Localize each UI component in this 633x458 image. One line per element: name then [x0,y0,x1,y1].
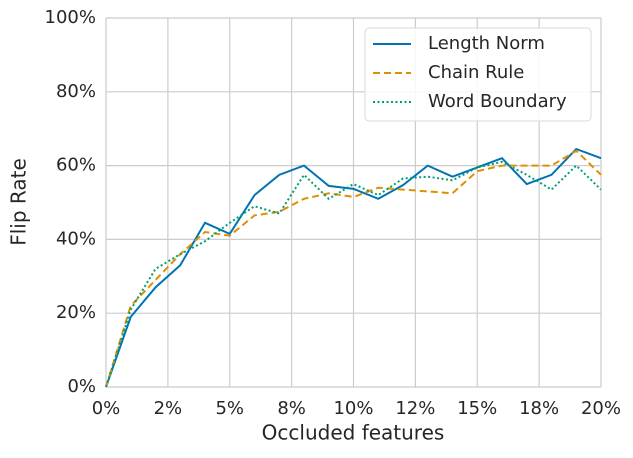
x-axis-label: Occluded features [262,421,445,445]
x-tick-label: 0% [92,398,121,419]
x-tick-label: 12% [395,398,435,419]
x-tick-label: 15% [457,398,497,419]
y-tick-label: 100% [45,7,96,28]
y-axis-label: Flip Rate [7,158,31,246]
x-tick-label: 18% [519,398,559,419]
x-tick-label: 8% [277,398,306,419]
x-tick-label: 10% [333,398,373,419]
y-tick-label: 20% [56,302,96,323]
y-tick-label: 0% [67,376,96,397]
x-tick-label: 5% [215,398,244,419]
legend-label: Chain Rule [428,62,524,83]
legend-label: Length Norm [428,33,545,54]
legend-label: Word Boundary [428,91,567,112]
x-tick-label: 20% [581,398,621,419]
series-line [105,147,602,388]
legend: Length Norm Chain Rule Word Boundary [364,27,592,122]
legend-box [364,27,592,122]
series-line [105,160,602,388]
y-tick-label: 60% [56,155,96,176]
x-tick-label: 2% [154,398,183,419]
y-tick-label: 40% [56,228,96,249]
series-line [105,149,602,388]
y-tick-label: 80% [56,81,96,102]
